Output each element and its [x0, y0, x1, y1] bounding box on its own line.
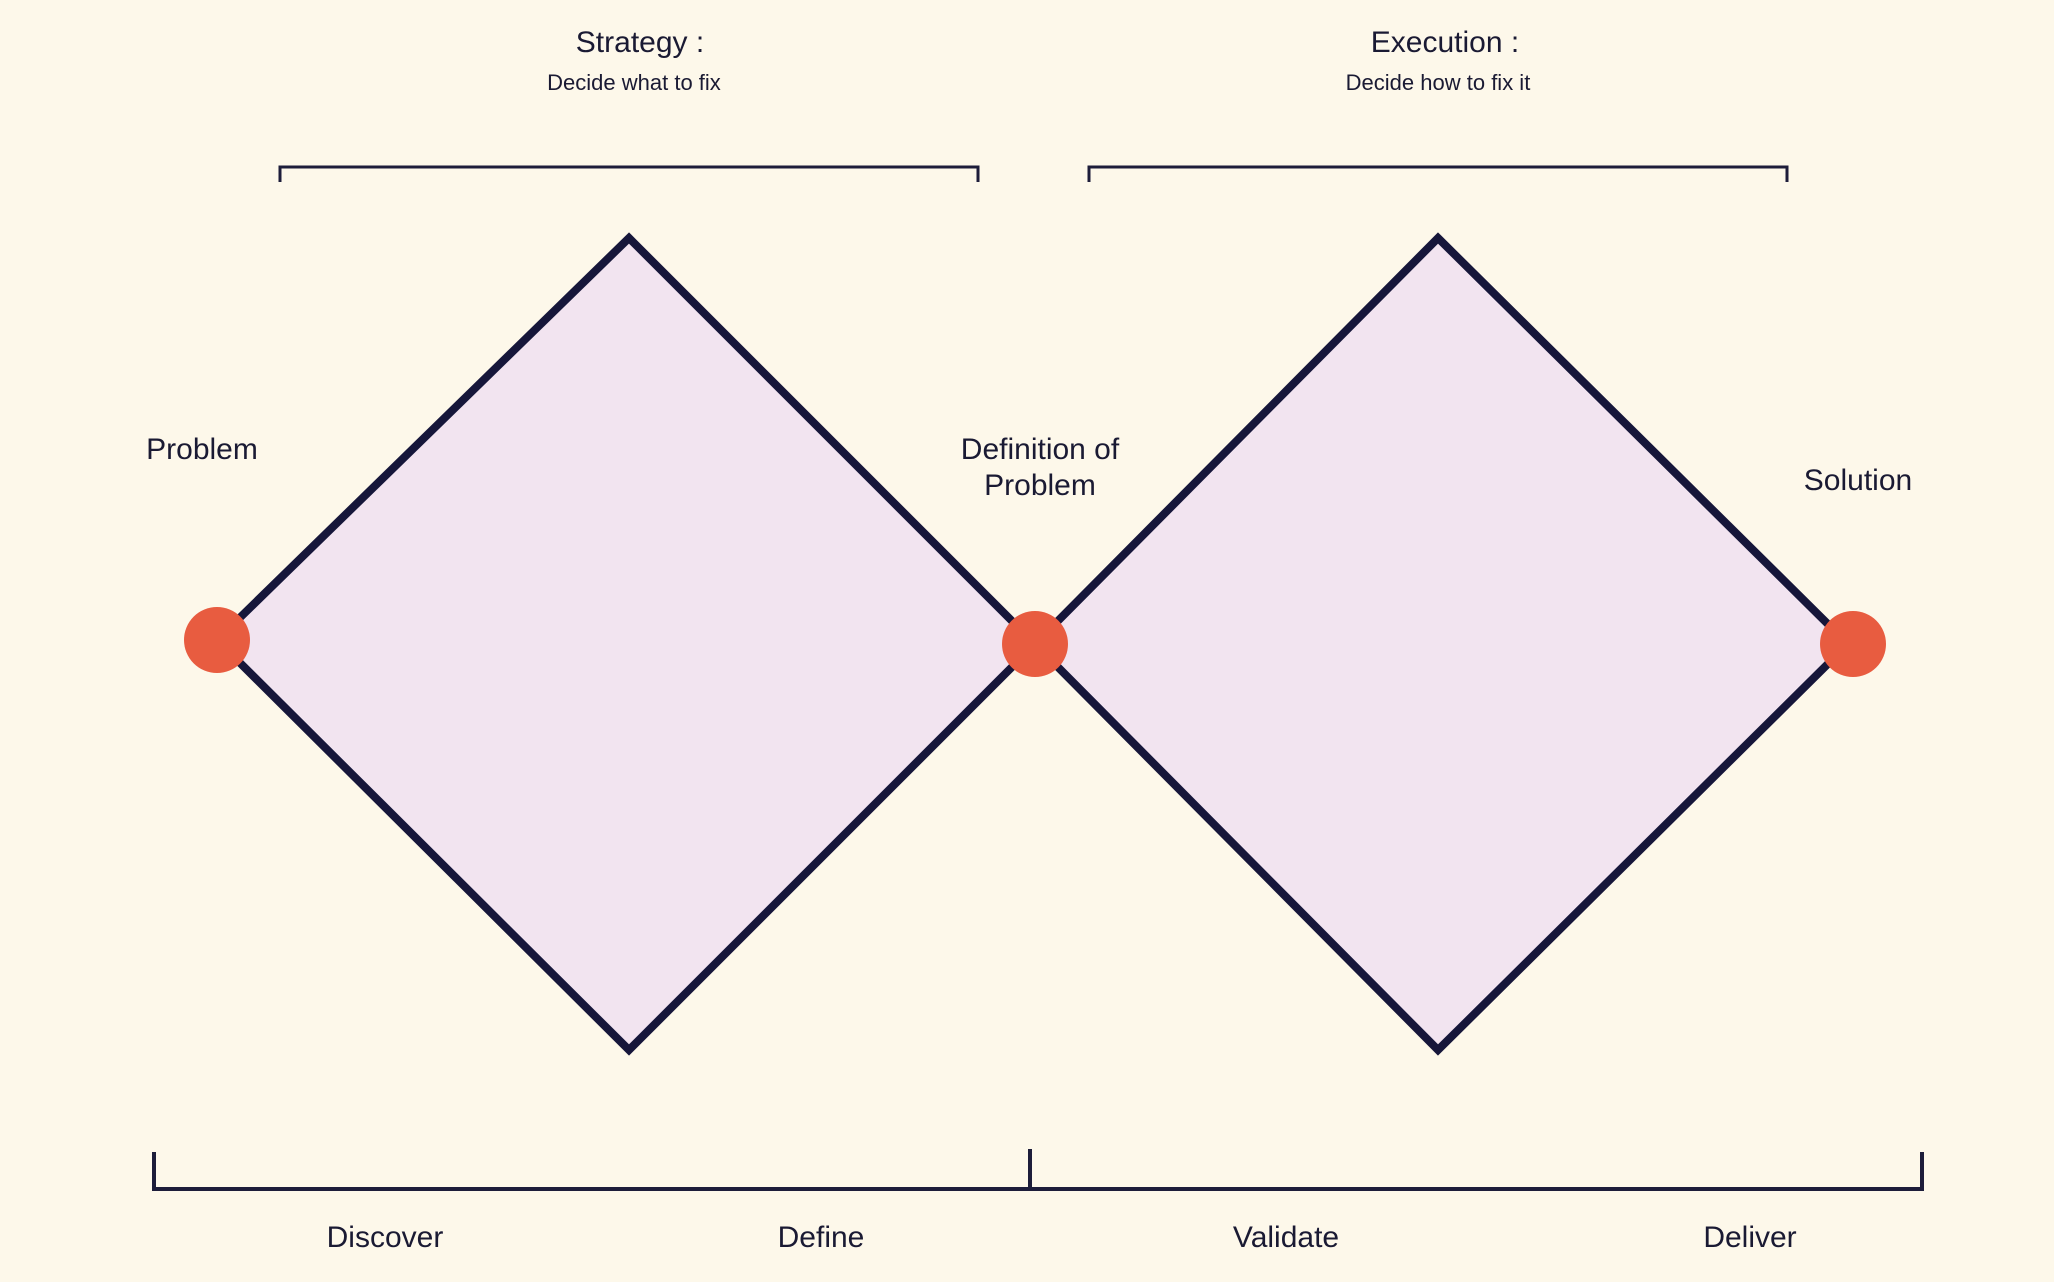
definition-label-line1: Definition of — [961, 433, 1120, 466]
phase-validate: Validate — [1233, 1221, 1339, 1254]
execution-bracket — [1087, 165, 1789, 182]
phase-discover: Discover — [327, 1221, 444, 1254]
problem-node — [184, 607, 250, 673]
strategy-title: Strategy : — [576, 26, 704, 59]
strategy-bracket — [278, 165, 980, 182]
phase-bracket — [152, 1152, 1924, 1191]
definition-label-line2: Problem — [984, 469, 1096, 502]
execution-subtitle: Decide how to fix it — [1346, 70, 1531, 95]
phase-deliver: Deliver — [1703, 1221, 1796, 1254]
strategy-subtitle: Decide what to fix — [547, 70, 721, 95]
solution-label: Solution — [1804, 464, 1912, 497]
definition-node — [1002, 611, 1068, 677]
solution-node — [1820, 611, 1886, 677]
phase-define: Define — [778, 1221, 865, 1254]
validate-deliver-diamond — [1029, 232, 1854, 1056]
execution-title: Execution : — [1371, 26, 1519, 59]
discover-define-diamond — [211, 232, 1041, 1056]
problem-label: Problem — [146, 433, 258, 466]
